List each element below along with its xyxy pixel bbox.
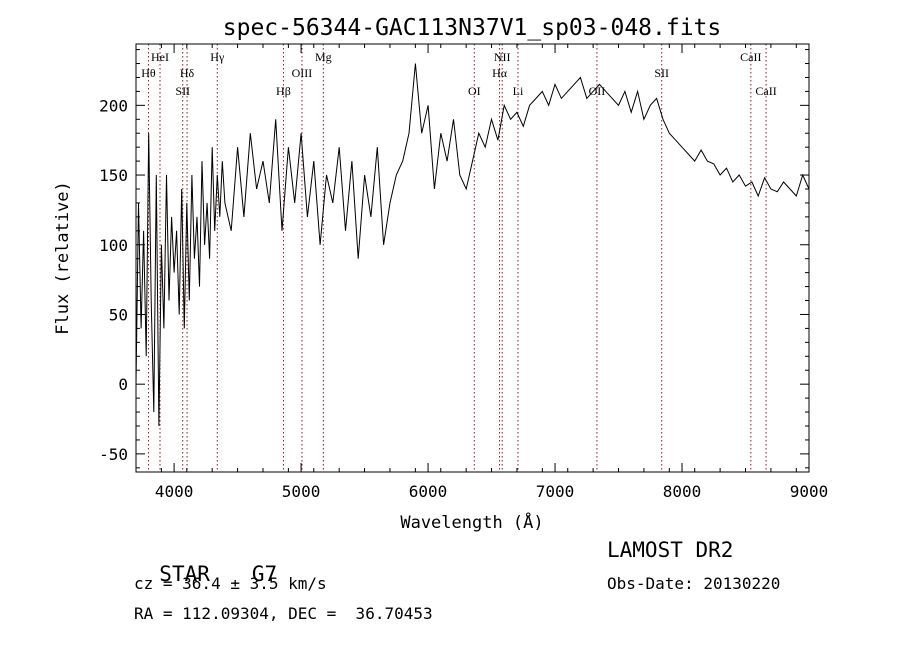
x-tick-label: 7000 <box>536 482 575 501</box>
marker-label-0: Hθ <box>141 66 156 80</box>
axes: 4000 5000 6000 7000 8000 9000 -50 0 50 100 150 200 <box>99 44 828 501</box>
marker-label-6: OIII <box>292 66 313 80</box>
obs-date-label: Obs-Date: 20130220 <box>607 574 781 593</box>
marker-label-3: Hδ <box>180 66 195 80</box>
subclass-label: G7 <box>251 562 278 586</box>
x-tick-label: 6000 <box>409 482 448 501</box>
x-tick-label: 8000 <box>663 482 702 501</box>
x-tick-label: 9000 <box>790 482 829 501</box>
y-tick-label: 100 <box>99 236 128 255</box>
x-axis-label: Wavelength (Å) <box>400 511 543 533</box>
marker-label-15: CaII <box>755 84 776 98</box>
marker-label-11: Li <box>513 84 524 98</box>
class-label: STAR <box>159 562 210 586</box>
marker-label-2: SII <box>175 84 190 98</box>
y-tick-label: 50 <box>109 305 128 324</box>
marker-label-13: SII <box>654 66 669 80</box>
cz-label: cz = 36.4 ± 3.5 km/s <box>134 574 327 593</box>
x-tick-label: 5000 <box>282 482 321 501</box>
spectrum-line <box>135 63 810 427</box>
marker-label-4: Hγ <box>210 50 225 64</box>
y-tick-label: 0 <box>118 375 128 394</box>
marker-label-7: Mg <box>315 50 332 64</box>
survey-label: LAMOST DR2 <box>607 538 734 562</box>
marker-label-12: OII <box>589 84 606 98</box>
marker-label-14: CaII <box>740 50 761 64</box>
y-tick-label: 200 <box>99 96 128 115</box>
plot-frame <box>135 43 810 473</box>
marker-label-5: Hβ <box>276 84 291 98</box>
star-class: STAR G7 <box>134 538 277 586</box>
y-tick-label: -50 <box>99 445 128 464</box>
radec-label: RA = 112.09304, DEC = 36.70453 <box>134 604 433 623</box>
marker-label-8: OI <box>468 84 481 98</box>
x-tick-label: 4000 <box>155 482 194 501</box>
spectrum-series <box>135 63 810 427</box>
chart-title: spec-56344-GAC113N37V1_sp03-048.fits <box>223 15 722 41</box>
y-tick-label: 150 <box>99 166 128 185</box>
marker-label-10: Hα <box>492 66 508 80</box>
marker-label-1: HeI <box>151 50 169 64</box>
y-axis-label: Flux (relative) <box>53 181 73 335</box>
marker-label-9: NII <box>494 50 511 64</box>
